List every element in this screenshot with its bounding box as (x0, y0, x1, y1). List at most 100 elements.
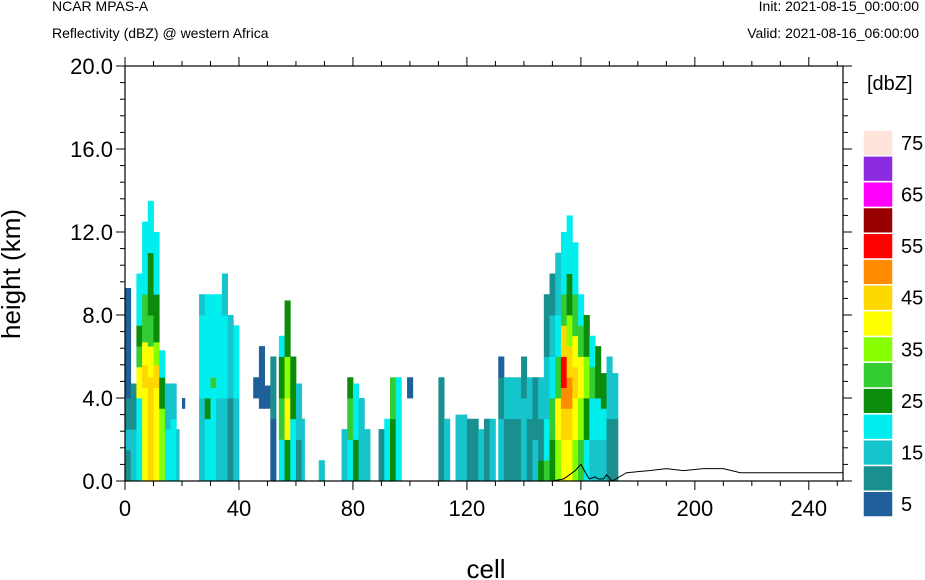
y-tick-label: 20.0 (70, 54, 113, 79)
reflectivity-cell (227, 315, 234, 399)
reflectivity-cell (204, 398, 211, 420)
reflectivity-cell (538, 418, 545, 461)
reflectivity-cell (578, 439, 585, 482)
reflectivity-cell (199, 315, 206, 399)
reflectivity-cell (278, 335, 285, 357)
reflectivity-cell (560, 387, 568, 409)
x-axis: 0 40 80 120 160 200 240 (119, 57, 838, 521)
reflectivity-cell (278, 356, 285, 399)
reflectivity-cell (210, 377, 217, 389)
reflectivity-cell (147, 200, 154, 254)
reflectivity-cell (204, 418, 211, 482)
reflectivity-cell (578, 294, 585, 326)
reflectivity-cell (549, 439, 556, 482)
reflectivity-cell (455, 414, 468, 482)
reflectivity-cells (125, 200, 619, 482)
reflectivity-cell (438, 377, 445, 482)
reflectivity-cell (130, 429, 137, 482)
reflectivity-cell (164, 429, 171, 482)
reflectivity-cell (583, 439, 590, 482)
y-tick-label: 0.0 (82, 469, 113, 494)
reflectivity-cell (560, 325, 568, 357)
reflectivity-cell (221, 398, 228, 482)
reflectivity-cell (204, 294, 211, 399)
plot-subtitle: Reflectivity (dBZ) @ western Africa (52, 25, 269, 41)
reflectivity-cell (595, 439, 602, 482)
x-tick-label: 0 (119, 496, 131, 521)
colorbar-swatch (862, 335, 894, 363)
reflectivity-cell (352, 439, 360, 482)
reflectivity-cell (532, 439, 539, 482)
reflectivity-cell (142, 221, 149, 295)
reflectivity-cell (560, 439, 568, 482)
reflectivity-cell (270, 418, 277, 482)
reflectivity-cell (498, 377, 505, 420)
reflectivity-cell (566, 439, 573, 482)
reflectivity-cell (125, 288, 132, 399)
reflectivity-cell (521, 398, 528, 482)
reflectivity-cell (278, 439, 285, 482)
reflectivity-cell (253, 377, 260, 399)
reflectivity-cell (181, 398, 186, 409)
reflectivity-cell (147, 315, 154, 347)
colorbar-swatch (862, 206, 894, 234)
reflectivity-cell (612, 373, 619, 420)
reflectivity-cell (341, 429, 348, 482)
reflectivity-cell (583, 356, 590, 399)
reflectivity-cell (466, 418, 479, 482)
reflectivity-cell (532, 377, 539, 440)
reflectivity-cell (347, 398, 354, 440)
colorbar-label: 65 (901, 185, 923, 207)
reflectivity-cell (221, 273, 228, 316)
colorbar-swatch (862, 309, 894, 338)
reflectivity-cell (578, 325, 585, 357)
reflectivity-cell (125, 449, 132, 482)
x-axis-title: cell (466, 554, 505, 580)
reflectivity-cell (142, 364, 149, 389)
reflectivity-cell (572, 439, 579, 482)
reflectivity-cell (147, 346, 154, 378)
reflectivity-cell (543, 460, 550, 482)
reflectivity-cell (572, 398, 579, 440)
y-tick-label: 4.0 (82, 386, 113, 411)
reflectivity-cell (566, 408, 573, 440)
reflectivity-cell (526, 418, 533, 482)
colorbar-swatch (862, 438, 894, 467)
reflectivity-cell (521, 356, 528, 399)
reflectivity-cell (478, 429, 485, 482)
reflectivity-cell (555, 356, 562, 399)
reflectivity-cell (555, 398, 562, 440)
reflectivity-cell (489, 418, 496, 482)
colorbar-swatch (862, 361, 894, 389)
y-tick-label: 8.0 (82, 303, 113, 328)
reflectivity-cell (560, 408, 568, 440)
reflectivity-cell (159, 377, 166, 409)
reflectivity-cell (153, 364, 160, 389)
reflectivity-cell (600, 439, 607, 482)
colorbar-label: 5 (901, 494, 912, 516)
reflectivity-cell (572, 335, 579, 368)
reflectivity-cell (515, 377, 522, 420)
reflectivity-cell (278, 398, 285, 440)
reflectivity-cell (210, 294, 217, 378)
reflectivity-cell (572, 294, 579, 337)
reflectivity-cell (589, 335, 596, 368)
reflectivity-cell (142, 387, 149, 482)
reflectivity-cell (549, 273, 556, 316)
reflectivity-cell (606, 356, 613, 420)
colorbar: 5 15 25 35 45 55 65 75 (862, 129, 923, 518)
reflectivity-cell (384, 418, 391, 482)
reflectivity-cell (270, 356, 277, 420)
reflectivity-cell (498, 418, 505, 482)
reflectivity-cell (125, 429, 132, 451)
y-tick-label: 16.0 (70, 137, 113, 162)
reflectivity-cell (589, 439, 596, 482)
reflectivity-cell (136, 366, 143, 399)
reflectivity-cell (347, 377, 354, 399)
reflectivity-cell (583, 315, 590, 357)
colorbar-swatch (862, 258, 894, 286)
reflectivity-cell (572, 242, 579, 295)
reflectivity-cell (290, 356, 297, 420)
reflectivity-cell (600, 408, 607, 440)
reflectivity-cell (578, 356, 585, 399)
